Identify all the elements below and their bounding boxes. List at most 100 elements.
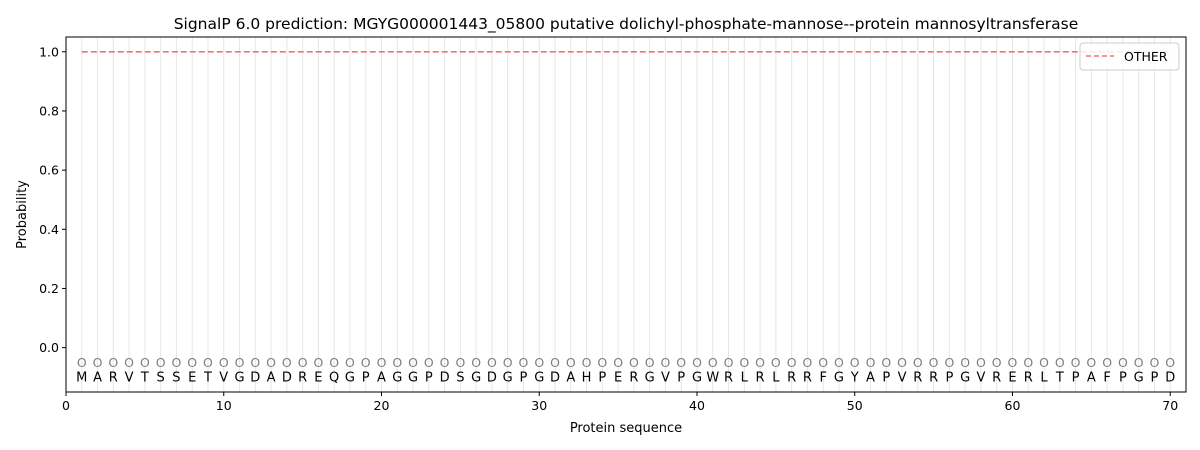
region-label: O	[329, 355, 339, 370]
sequence-letter: D	[550, 371, 560, 386]
sequence-letter: G	[345, 371, 355, 386]
sequence-letter: A	[866, 371, 875, 386]
region-label: O	[866, 355, 876, 370]
sequence-letter: P	[362, 371, 370, 386]
y-tick-label: 0.0	[39, 340, 59, 355]
region-label: O	[1118, 355, 1128, 370]
sequence-letter: L	[772, 371, 780, 386]
x-tick-label: 10	[216, 398, 232, 413]
region-label: O	[503, 355, 513, 370]
sequence-letter: L	[1040, 371, 1048, 386]
sequence-letter: A	[566, 371, 575, 386]
sequence-letter: P	[1072, 371, 1080, 386]
sequence-letter: D	[1165, 371, 1175, 386]
y-tick-label: 0.8	[39, 103, 59, 118]
x-tick-label: 70	[1162, 398, 1178, 413]
region-label: O	[124, 355, 134, 370]
sequence-letter: S	[157, 371, 165, 386]
region-label: O	[1039, 355, 1049, 370]
region-label: O	[534, 355, 544, 370]
sequence-letter: P	[1151, 371, 1159, 386]
legend-label-other: OTHER	[1124, 49, 1168, 64]
sequence-letter: R	[803, 371, 812, 386]
sequence-letter: W	[706, 371, 719, 386]
sequence-letter: G	[834, 371, 844, 386]
region-label: O	[1023, 355, 1033, 370]
region-label: O	[250, 355, 260, 370]
sequence-letter: Q	[329, 371, 339, 386]
sequence-letter: P	[520, 371, 528, 386]
sequence-letter: T	[140, 371, 149, 386]
sequence-letter: H	[582, 371, 592, 386]
sequence-letter: D	[250, 371, 260, 386]
sequence-letter: V	[219, 371, 228, 386]
sequence-letter: F	[1103, 371, 1110, 386]
x-tick-label: 0	[62, 398, 70, 413]
region-label: O	[550, 355, 560, 370]
y-tick-label: 0.6	[39, 163, 59, 178]
sequence-letter: G	[645, 371, 655, 386]
y-tick-label: 0.2	[39, 281, 59, 296]
sequence-letter: G	[408, 371, 418, 386]
sequence-letter: R	[1024, 371, 1033, 386]
sequence-letter: E	[188, 371, 196, 386]
sequence-letter: R	[629, 371, 638, 386]
legend: OTHER	[1079, 42, 1180, 71]
region-label: O	[597, 355, 607, 370]
region-label: O	[692, 355, 702, 370]
region-label: O	[629, 355, 639, 370]
sequence-letter: R	[913, 371, 922, 386]
y-tick-label: 0.4	[39, 222, 59, 237]
sequence-letter: T	[203, 371, 212, 386]
region-label: O	[739, 355, 749, 370]
region-label: O	[140, 355, 150, 370]
region-label: O	[424, 355, 434, 370]
sequence-letter: S	[456, 371, 464, 386]
sequence-letter: R	[992, 371, 1001, 386]
region-label: O	[1055, 355, 1065, 370]
sequence-letter: G	[960, 371, 970, 386]
sequence-letter: P	[882, 371, 890, 386]
sequence-letter: A	[267, 371, 276, 386]
sequence-letter: E	[314, 371, 322, 386]
region-label: O	[802, 355, 812, 370]
region-label: O	[156, 355, 166, 370]
y-axis-label: Probability	[15, 180, 30, 249]
region-label: O	[913, 355, 923, 370]
region-label: O	[1008, 355, 1018, 370]
chart-title: SignalP 6.0 prediction: MGYG000001443_05…	[174, 15, 1079, 34]
sequence-letter: S	[172, 371, 180, 386]
region-label: O	[834, 355, 844, 370]
region-label: O	[645, 355, 655, 370]
region-label: O	[298, 355, 308, 370]
region-label: O	[676, 355, 686, 370]
region-label: O	[187, 355, 197, 370]
region-label: O	[471, 355, 481, 370]
sequence-letter: R	[298, 371, 307, 386]
region-label: O	[266, 355, 276, 370]
sequence-letter: R	[756, 371, 765, 386]
sequence-letter: G	[692, 371, 702, 386]
sequence-letter: G	[471, 371, 481, 386]
sequence-letter: R	[929, 371, 938, 386]
region-label: O	[1071, 355, 1081, 370]
region-label: O	[1150, 355, 1160, 370]
region-label: O	[77, 355, 87, 370]
region-label: O	[1165, 355, 1175, 370]
region-label: O	[203, 355, 213, 370]
sequence-letter: A	[377, 371, 386, 386]
sequence-letter: P	[425, 371, 433, 386]
region-label: O	[929, 355, 939, 370]
region-label: O	[1102, 355, 1112, 370]
region-label: O	[172, 355, 182, 370]
sequence-letter: V	[976, 371, 985, 386]
region-label: O	[992, 355, 1002, 370]
region-label: O	[708, 355, 718, 370]
sequence-letter: L	[741, 371, 749, 386]
region-label: O	[1134, 355, 1144, 370]
sequence-letter: D	[282, 371, 292, 386]
sequence-letter: V	[661, 371, 670, 386]
x-axis-label: Protein sequence	[570, 421, 682, 436]
